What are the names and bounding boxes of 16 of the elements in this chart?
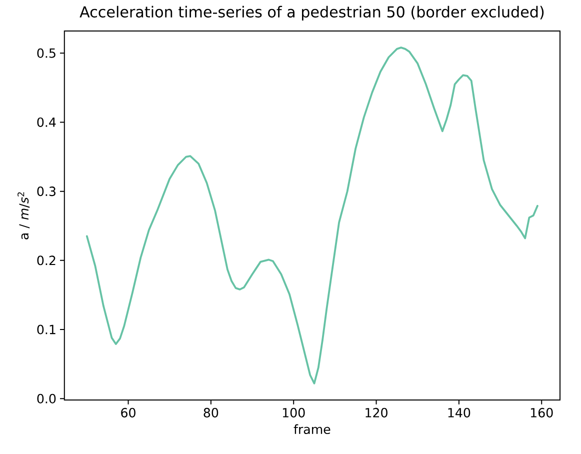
x-axis-title: frame [294, 424, 330, 434]
y-tick-label: 0.0 [37, 394, 56, 404]
x-tick-label: 80 [204, 408, 218, 418]
y-tick-label: 0.1 [37, 324, 56, 334]
chart-title: Acceleration time-series of a pedestrian 50 (border excluded) [80, 6, 544, 20]
x-tick-label: 100 [282, 408, 305, 418]
y-axis-title: a / m/s$^{2}$ [18, 192, 30, 240]
y-tick-label: 0.4 [37, 117, 56, 127]
y-tick-label: 0.5 [37, 48, 56, 58]
y-tick-label: 0.2 [37, 256, 56, 266]
line-series [86, 46, 538, 384]
x-tick-label: 120 [366, 408, 388, 418]
y-tick-label: 0.3 [37, 186, 56, 196]
x-tick-label: 60 [121, 408, 136, 418]
x-tick-label: 160 [530, 408, 553, 418]
x-tick-label: 140 [448, 408, 470, 418]
